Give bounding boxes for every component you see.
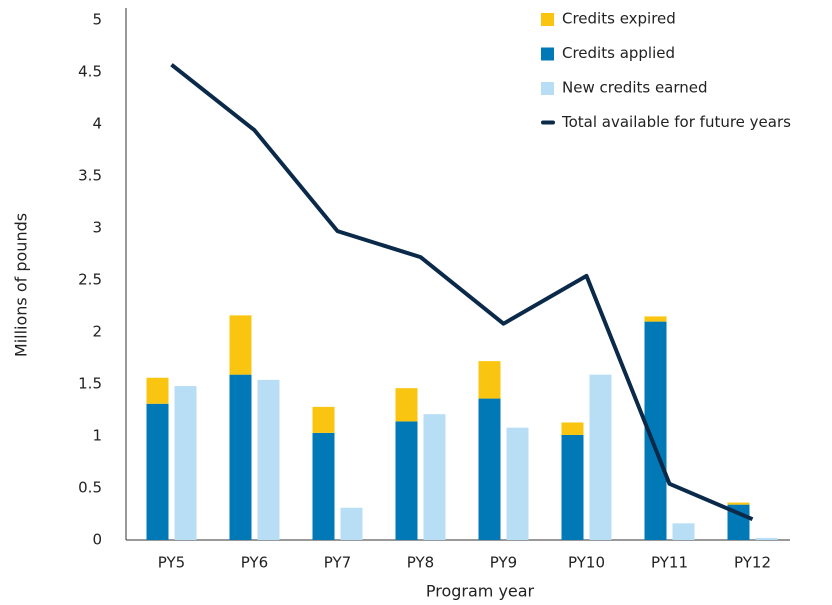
x-tick-label: PY7 [324, 554, 351, 572]
legend-swatch [541, 13, 554, 26]
bar [312, 432, 335, 540]
y-tick-label: 3.5 [78, 167, 102, 185]
bar [229, 315, 252, 375]
x-tick-label: PY9 [490, 554, 517, 572]
legend-swatch [541, 47, 554, 61]
bar [395, 388, 418, 422]
bar [478, 361, 501, 399]
bar [312, 406, 335, 433]
y-axis-label: Millions of pounds [12, 213, 31, 357]
y-tick-label: 3 [92, 219, 102, 237]
bar [395, 421, 418, 540]
bar [340, 507, 363, 540]
x-tick-label: PY8 [407, 554, 434, 572]
legend-swatch [541, 82, 554, 95]
bar [672, 523, 695, 540]
x-tick-label: PY11 [651, 554, 688, 572]
y-tick-label: 2 [92, 323, 102, 341]
bar [561, 434, 584, 540]
bar [423, 414, 446, 540]
bar [229, 374, 252, 540]
bar [589, 374, 612, 540]
line [170, 63, 754, 522]
bar [506, 427, 529, 540]
bar [644, 321, 667, 540]
x-tick-label: PY12 [734, 554, 771, 572]
y-tick-label: 0 [92, 531, 102, 549]
x-tick-label: PY10 [568, 554, 605, 572]
y-tick-label: 4 [92, 115, 102, 133]
y-tick-label: 4.5 [78, 63, 102, 81]
y-tick-label: 1 [92, 427, 102, 445]
x-axis-label: Program year [426, 582, 535, 601]
y-tick-label: 2.5 [78, 271, 102, 289]
x-tick-label: PY5 [158, 554, 185, 572]
bar [727, 502, 750, 505]
y-tick-label: 5 [92, 11, 102, 29]
legend-label: New credits earned [562, 79, 708, 97]
bar [478, 398, 501, 540]
bar [561, 422, 584, 435]
bar [146, 403, 169, 540]
legend-label: Total available for future years [561, 113, 791, 131]
y-tick-label: 1.5 [78, 375, 102, 393]
x-tick-label: PY6 [241, 554, 268, 572]
bar [257, 379, 280, 540]
legend-label: Credits expired [562, 10, 676, 28]
legend-label: Credits applied [562, 44, 675, 62]
bar [644, 316, 667, 322]
bar [755, 537, 778, 540]
bar [174, 386, 197, 540]
bar [146, 377, 169, 404]
y-tick-label: 0.5 [78, 479, 102, 497]
